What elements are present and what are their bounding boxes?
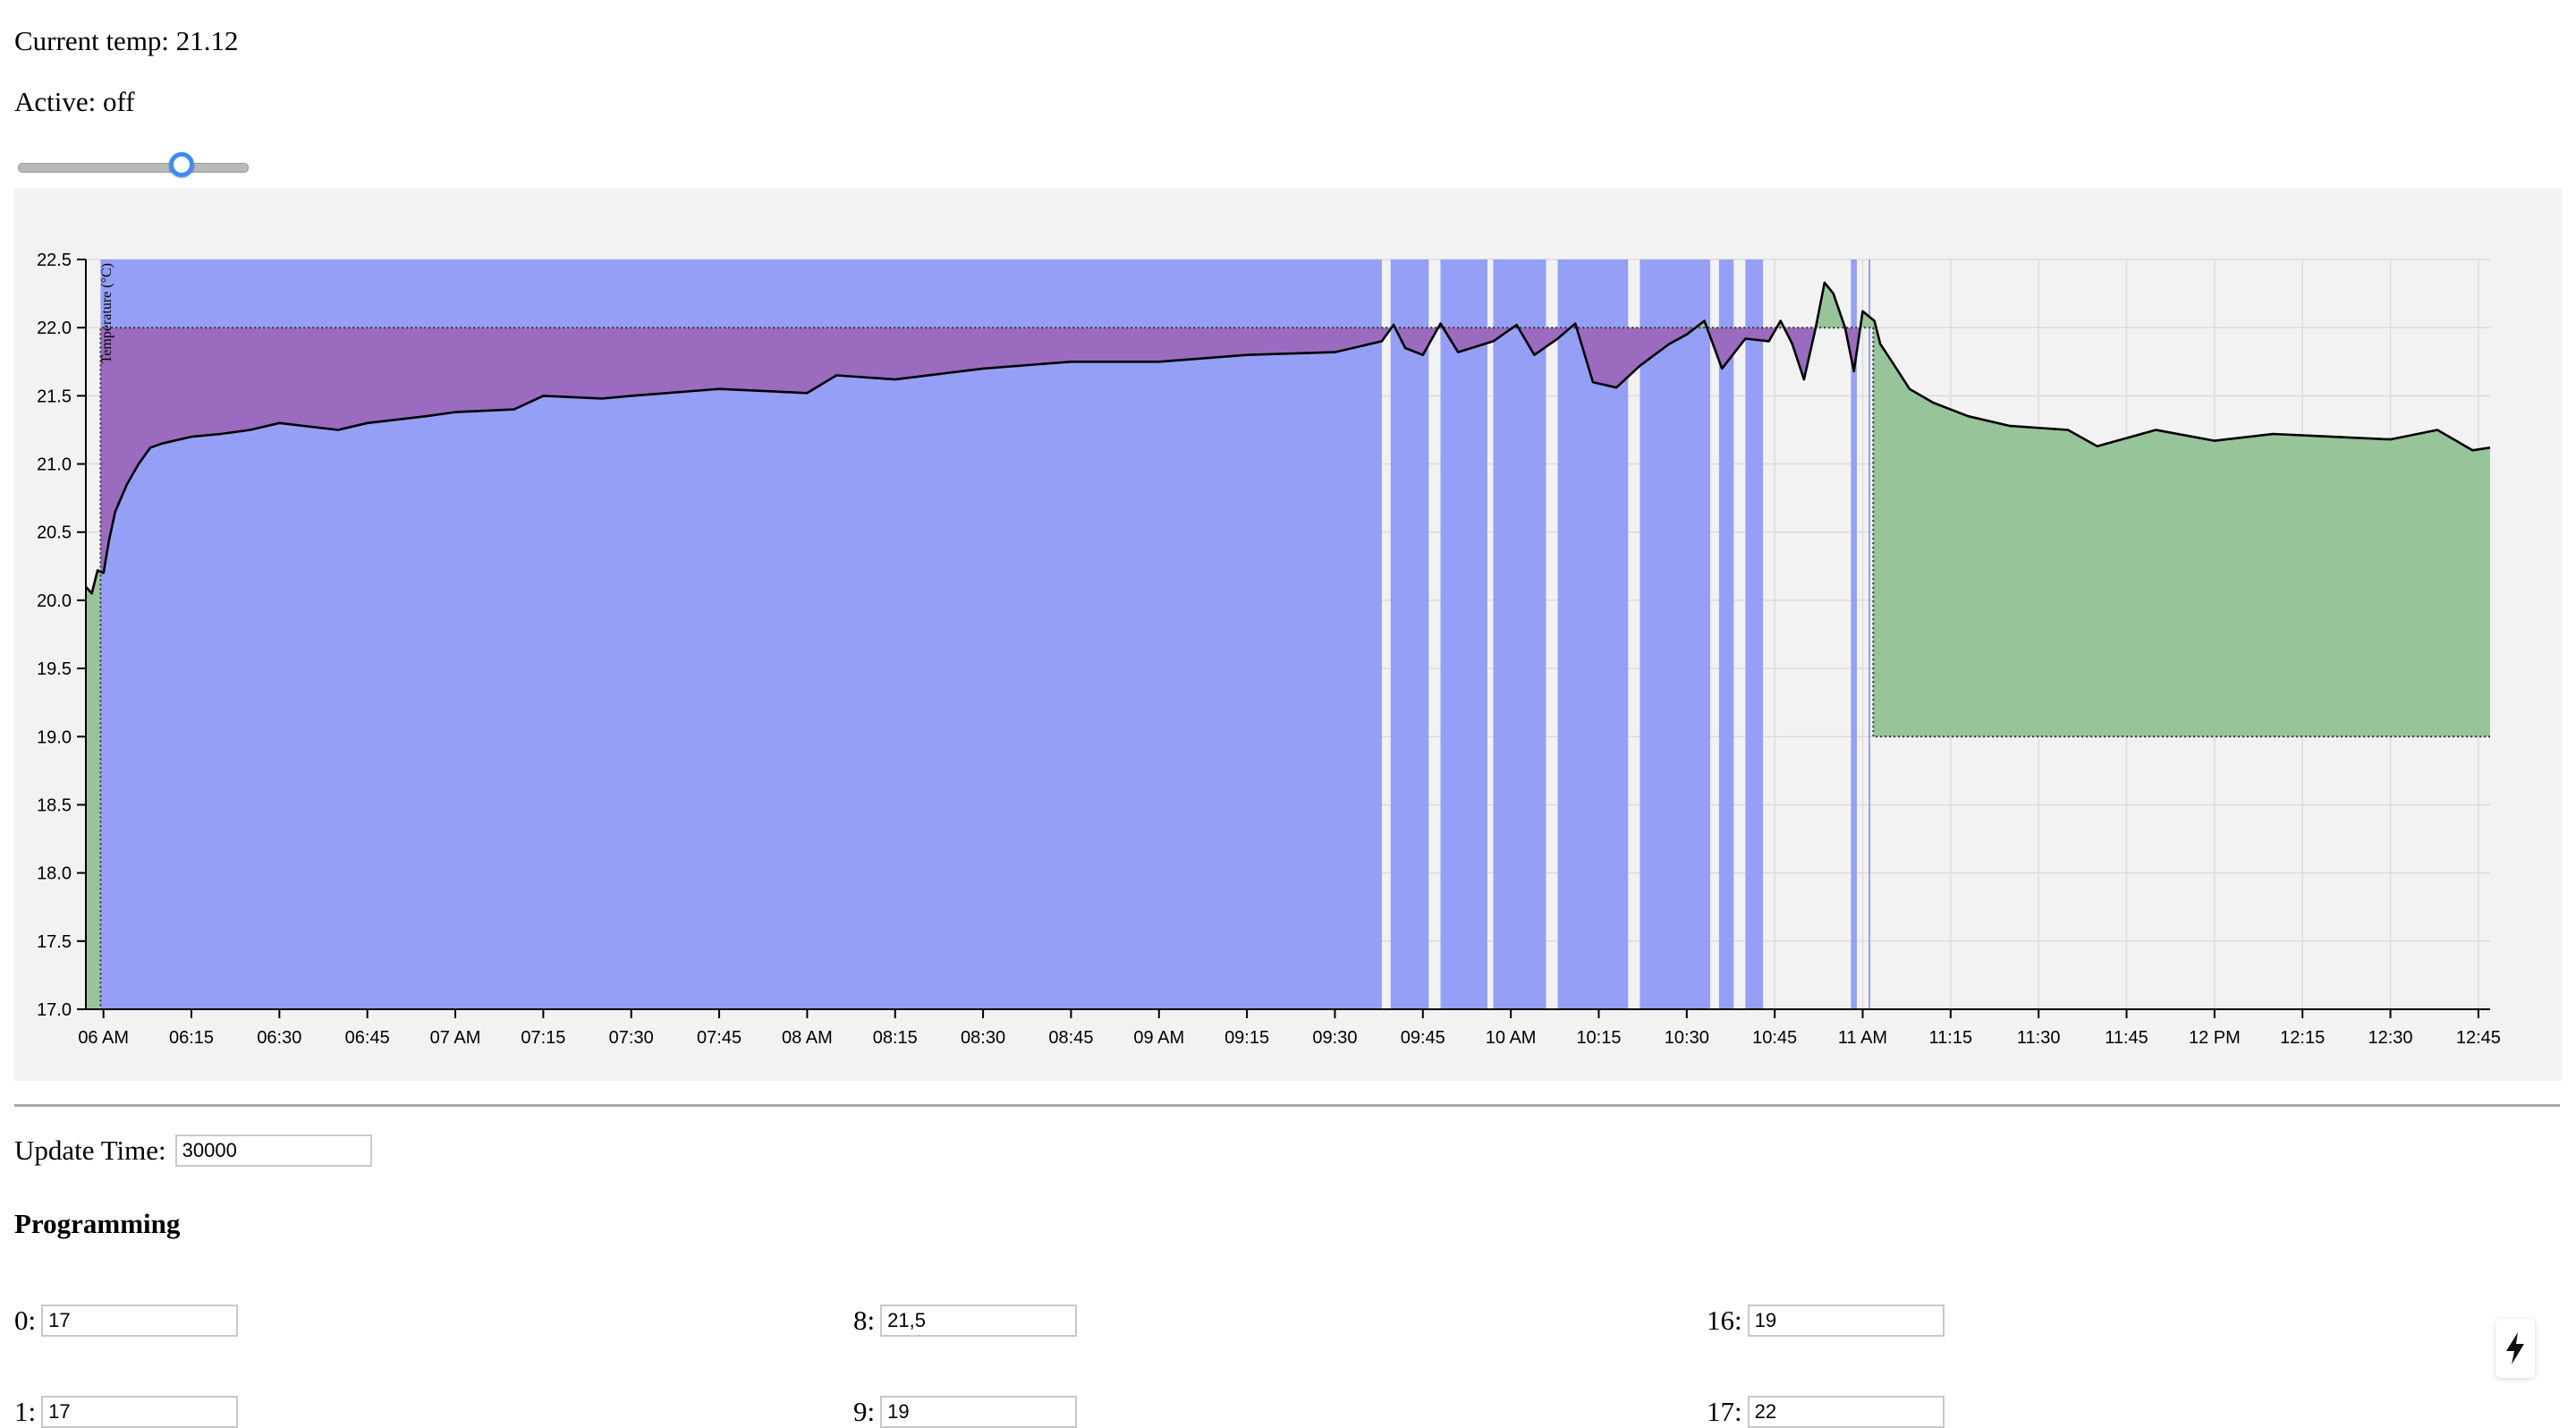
x-tick-label: 11:45 xyxy=(2105,1028,2148,1048)
y-tick-label: 18.0 xyxy=(37,864,72,884)
heating-band xyxy=(1390,259,1429,1009)
heating-band xyxy=(1440,259,1487,1009)
y-tick-label: 19.5 xyxy=(37,659,72,679)
x-tick-label: 10:45 xyxy=(1752,1028,1797,1048)
x-tick-label: 11:30 xyxy=(2017,1028,2061,1048)
slider-thumb[interactable] xyxy=(168,152,194,177)
heating-band xyxy=(1493,259,1546,1009)
program-hour-0: 0: xyxy=(14,1305,239,1337)
x-tick-label: 10:15 xyxy=(1576,1028,1621,1048)
x-tick-label: 12:15 xyxy=(2280,1028,2325,1048)
x-tick-label: 08 AM xyxy=(782,1028,833,1048)
y-tick-label: 18.5 xyxy=(37,795,72,815)
lightning-icon xyxy=(2506,1332,2524,1364)
x-tick-label: 07:15 xyxy=(521,1028,565,1048)
slider-track[interactable] xyxy=(18,163,249,173)
x-tick-label: 12:30 xyxy=(2368,1028,2413,1048)
program-hour-9: 9: xyxy=(853,1396,1078,1428)
y-tick-label: 20.0 xyxy=(37,591,72,611)
y-tick-label: 19.0 xyxy=(37,727,72,747)
y-tick-label: 22.0 xyxy=(37,319,72,338)
program-hour-8-label: 8: xyxy=(853,1305,876,1336)
x-tick-label: 06:45 xyxy=(345,1028,390,1048)
x-tick-label: 08:30 xyxy=(961,1028,1005,1048)
program-hour-0-label: 0: xyxy=(14,1305,37,1336)
x-tick-label: 09:15 xyxy=(1224,1028,1269,1048)
program-hour-16-label: 16: xyxy=(1707,1305,1742,1336)
y-axis-label: Temperature (°C) xyxy=(99,263,114,363)
x-tick-label: 11:15 xyxy=(1929,1028,1973,1048)
temperature-chart: 17.0 17.5 18.0 18.5 19.0 19.5 20.0 20.5 21.0 21.5… xyxy=(14,188,2562,1081)
y-tick-label: 17.5 xyxy=(37,932,72,952)
update-time-label: Update Time: xyxy=(14,1135,166,1166)
mode-slider[interactable] xyxy=(16,152,250,183)
active-status-text: Active: off xyxy=(14,86,135,117)
current-temp-text: Current temp: 21.12 xyxy=(14,25,239,56)
x-tick-label: 06:30 xyxy=(257,1028,301,1048)
program-hour-16: 16: xyxy=(1707,1305,1945,1337)
program-hour-17-input[interactable] xyxy=(1747,1396,1945,1428)
x-tick-label: 11 AM xyxy=(1838,1028,1887,1048)
program-hour-17-label: 17: xyxy=(1707,1396,1742,1427)
x-tick-label: 07:30 xyxy=(609,1028,654,1048)
program-hour-9-label: 9: xyxy=(853,1396,876,1427)
program-hour-8-input[interactable] xyxy=(880,1305,1078,1337)
y-tick-label: 22.5 xyxy=(37,251,72,270)
x-tick-label: 08:15 xyxy=(873,1028,918,1048)
area-above-setpoint xyxy=(86,282,2490,1009)
x-tick-label: 08:45 xyxy=(1048,1028,1093,1048)
x-tick-label: 10 AM xyxy=(1486,1028,1537,1048)
x-tick-label: 12 PM xyxy=(2189,1028,2241,1048)
temperature-chart-svg: 17.0 17.5 18.0 18.5 19.0 19.5 20.0 20.5 21.0 21.5… xyxy=(37,251,2501,1048)
program-hour-16-input[interactable] xyxy=(1747,1305,1945,1337)
heating-band xyxy=(1718,259,1734,1009)
x-tick-label: 09:45 xyxy=(1401,1028,1445,1048)
x-tick-label: 09 AM xyxy=(1133,1028,1184,1048)
heating-band xyxy=(1745,259,1764,1009)
x-tick-label: 09:30 xyxy=(1312,1028,1357,1048)
temperature-line xyxy=(85,281,2491,595)
programming-title: Programming xyxy=(14,1208,181,1239)
program-hour-17: 17: xyxy=(1707,1396,1945,1428)
y-tick-label: 20.5 xyxy=(37,523,72,543)
program-hour-1-input[interactable] xyxy=(41,1396,239,1428)
quick-action-button[interactable] xyxy=(2496,1319,2535,1378)
x-tick-label: 07:45 xyxy=(697,1028,741,1048)
heating-band xyxy=(1640,259,1711,1009)
y-tick-label: 21.5 xyxy=(37,387,72,406)
program-hour-8: 8: xyxy=(853,1305,1078,1337)
program-hour-1: 1: xyxy=(14,1396,239,1428)
program-hour-9-input[interactable] xyxy=(880,1396,1078,1428)
x-tick-label: 06:15 xyxy=(169,1028,214,1048)
x-tick-label: 10:30 xyxy=(1665,1028,1709,1048)
program-hour-0-input[interactable] xyxy=(41,1305,239,1337)
y-tick-label: 17.0 xyxy=(37,1000,72,1020)
heating-band xyxy=(1868,259,1871,1009)
heating-band xyxy=(1851,259,1857,1009)
program-hour-1-label: 1: xyxy=(14,1396,37,1427)
divider xyxy=(14,1104,2560,1107)
x-tick-label: 07 AM xyxy=(430,1028,481,1048)
x-tick-label: 12:45 xyxy=(2456,1028,2501,1048)
update-time-input[interactable] xyxy=(174,1135,372,1167)
y-tick-label: 21.0 xyxy=(37,455,72,475)
update-time-row: Update Time: xyxy=(14,1135,372,1167)
x-tick-label: 06 AM xyxy=(78,1028,129,1048)
